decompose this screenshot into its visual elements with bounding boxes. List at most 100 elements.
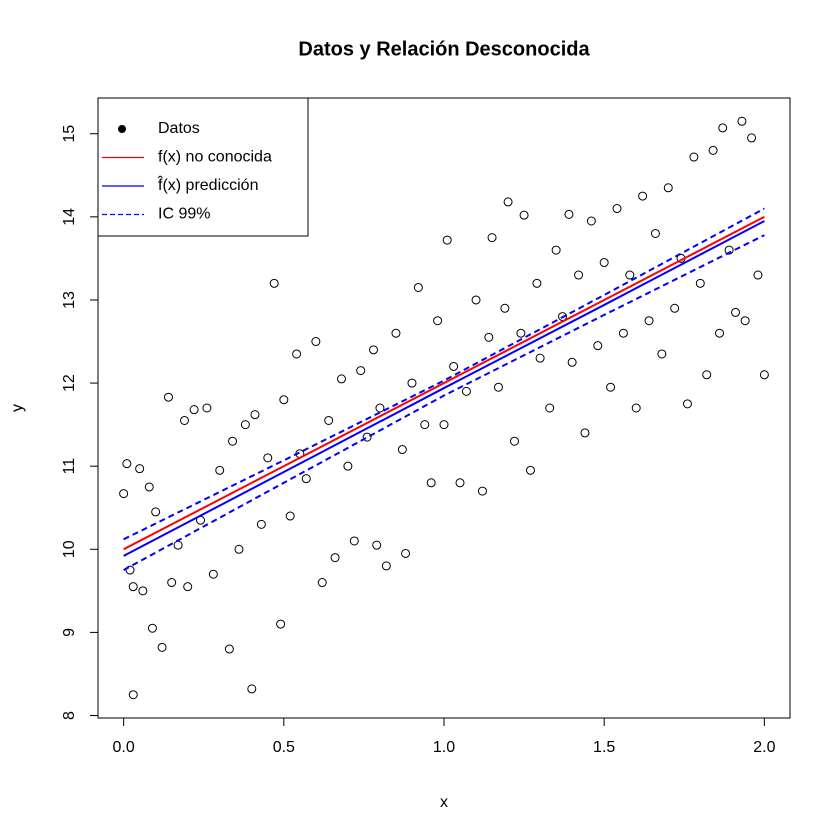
data-point [135,464,145,474]
data-point [167,578,177,588]
x-tick-label: 1.0 [433,739,455,756]
data-point [381,561,391,571]
data-point [356,366,366,376]
data-point [606,382,616,392]
data-point [500,303,510,313]
data-point [580,428,590,438]
x-tick-label: 0.5 [273,739,295,756]
fit-line [123,215,765,551]
data-point [401,548,411,558]
data-point [449,361,459,371]
legend-label: IC 99% [158,206,210,223]
y-tick-label: 11 [61,458,78,475]
data-point [420,420,430,430]
chart-title: Datos y Relación Desconocida [298,38,590,60]
data-point [670,303,680,313]
data-point [151,507,161,517]
data-point [509,436,519,446]
y-tick-label: 9 [61,628,78,637]
y-tick-label: 15 [61,125,78,143]
x-axis-label: x [440,794,448,811]
data-point [234,544,244,554]
data-point [612,204,622,214]
data-point [180,415,189,425]
legend-label: f(x) no conocida [158,149,272,166]
data-point [532,278,542,288]
fit-line [123,220,765,557]
data-point [487,233,497,243]
data-point [599,258,609,268]
data-point [737,116,747,126]
data-point [519,210,529,220]
ci-line [123,234,765,571]
data-point [740,316,750,326]
data-point [503,197,513,207]
data-point [644,316,654,326]
data-point [702,370,712,380]
data-point [311,337,321,347]
data-point [292,349,302,359]
data-point [202,403,212,413]
data-point [276,619,286,629]
legend-label: Datos [158,120,200,137]
data-point [240,420,250,430]
data-point [147,623,157,633]
data-point [526,465,535,475]
data-point [369,345,379,355]
data-point [439,420,449,430]
data-point [461,386,471,396]
data-point [593,341,603,351]
data-point [189,405,199,415]
data-point [125,565,135,575]
data-point [397,445,407,455]
data-point [224,644,234,654]
x-tick-label: 1.5 [593,739,615,756]
data-point [362,432,372,442]
data-point [455,478,465,488]
data-point [375,403,385,413]
data-point [625,270,635,280]
legend-label: f̂(x) predicción [157,175,258,195]
data-point [442,235,452,245]
data-point [551,245,561,255]
data-point [650,228,660,238]
data-point [574,270,584,280]
data-point [564,209,574,219]
data-point [413,282,423,292]
data-point [731,307,741,317]
y-tick-label: 10 [61,540,78,558]
data-point [128,582,138,592]
data-point [138,586,148,596]
y-tick-label: 14 [61,208,78,226]
x-tick-label: 0.0 [113,739,135,756]
data-point [263,453,273,463]
data-point [163,392,173,402]
data-point [586,216,596,226]
data-point [567,357,577,367]
ci-line [123,207,765,541]
data-point [657,349,667,359]
data-point [208,569,218,579]
data-point [336,374,346,384]
data-point [279,395,289,405]
data-point [471,295,481,305]
data-point [215,465,225,475]
data-point [285,511,295,521]
y-axis-label: y [9,404,26,412]
data-point [330,553,340,563]
x-tick-label: 2.0 [753,739,775,756]
data-point [545,403,555,413]
data-point [695,278,705,288]
legend-box [97,97,309,237]
data-point [269,278,279,288]
data-point [477,486,487,496]
data-point [484,332,494,342]
data-point [250,410,260,420]
data-point [122,459,132,469]
data-point [682,399,692,409]
data-point [144,482,154,492]
data-point [407,378,417,388]
data-point [247,684,257,694]
data-point [516,328,526,338]
